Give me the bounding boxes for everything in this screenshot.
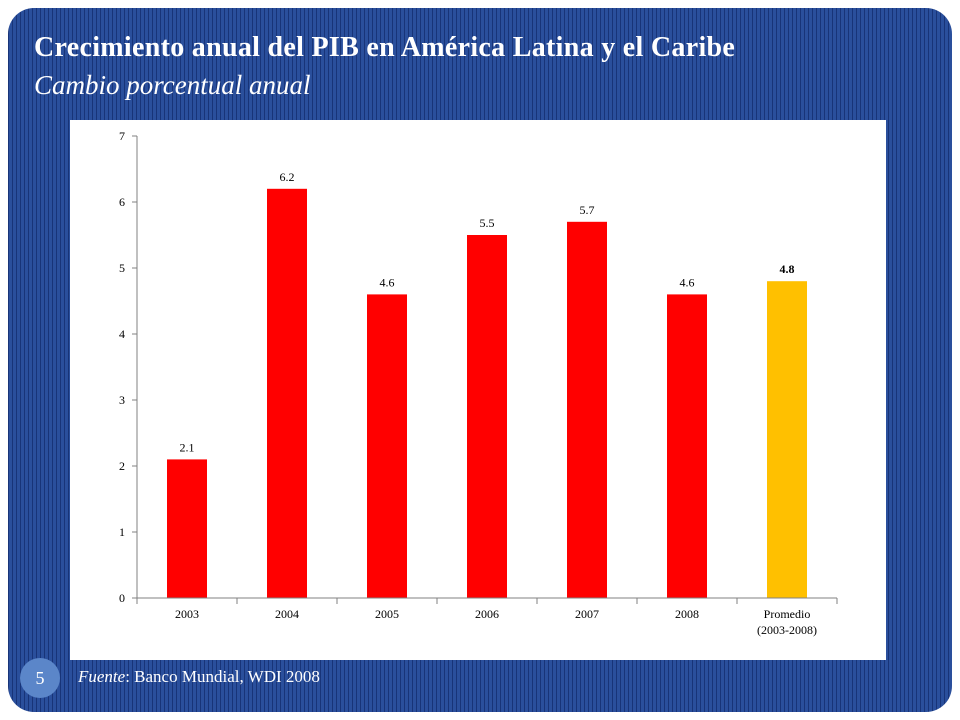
- y-tick-label: 3: [119, 393, 125, 407]
- x-tick-label: 2004: [275, 607, 299, 621]
- y-tick-label: 2: [119, 459, 125, 473]
- x-tick-label: 2005: [375, 607, 399, 621]
- data-label: 4.6: [380, 275, 395, 289]
- data-label: 4.8: [780, 262, 795, 276]
- data-label: 2.1: [180, 440, 195, 454]
- y-tick-label: 4: [119, 327, 125, 341]
- y-tick-label: 0: [119, 591, 125, 605]
- x-tick-label-line: 2008: [675, 607, 699, 621]
- source-note: Fuente: Banco Mundial, WDI 2008: [78, 667, 320, 687]
- bar: [267, 188, 307, 599]
- source-text: : Banco Mundial, WDI 2008: [125, 667, 320, 686]
- bar: [567, 221, 607, 599]
- bar: [367, 294, 407, 598]
- x-tick-label-line: 2007: [575, 607, 599, 621]
- y-tick-label: 5: [119, 261, 125, 275]
- data-label: 4.6: [680, 275, 695, 289]
- bar: [767, 281, 807, 598]
- data-label: 5.7: [580, 203, 595, 217]
- bar-chart: 2.1 6.2 4.6 5.5 5.7 4.6 4.8 0 1 2 3 4 5 6 7 2003 2004 20…: [70, 120, 886, 660]
- x-tick-label-line: 2006: [475, 607, 499, 621]
- slide: Crecimiento anual del PIB en América Lat…: [8, 8, 952, 712]
- bar: [467, 235, 507, 598]
- x-tick-label: 2007: [575, 607, 599, 621]
- x-tick-label-line: Promedio: [764, 607, 811, 621]
- data-label: 6.2: [280, 170, 295, 184]
- x-tick-label-line: 2003: [175, 607, 199, 621]
- bar: [667, 294, 707, 598]
- y-tick-label: 1: [119, 525, 125, 539]
- y-tick-label: 6: [119, 195, 125, 209]
- page-number-badge: 5: [20, 658, 60, 698]
- x-tick-label: Promedio (2003-2008): [757, 607, 817, 637]
- x-tick-label-line: 2005: [375, 607, 399, 621]
- data-label: 5.5: [480, 216, 495, 230]
- x-tick-label: 2003: [175, 607, 199, 621]
- x-tick-label: 2008: [675, 607, 699, 621]
- x-tick-label-line: (2003-2008): [757, 623, 817, 637]
- x-tick-label: 2006: [475, 607, 499, 621]
- y-tick-label: 7: [119, 129, 125, 143]
- slide-title: Crecimiento anual del PIB en América Lat…: [34, 32, 736, 63]
- bar: [167, 459, 207, 598]
- source-label: Fuente: [78, 667, 126, 686]
- x-tick-label-line: 2004: [275, 607, 299, 621]
- slide-subtitle: Cambio porcentual anual: [34, 70, 311, 100]
